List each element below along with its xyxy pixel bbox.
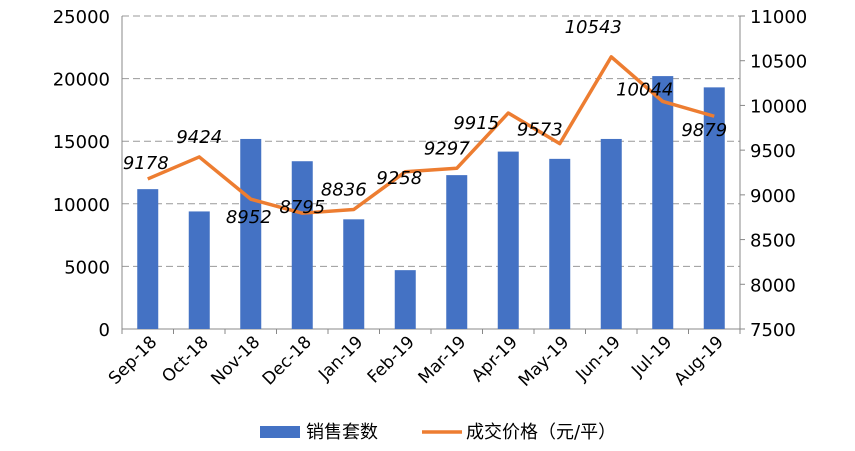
right-tick-label: 10000 xyxy=(750,96,807,117)
x-tick-label: May-19 xyxy=(515,332,573,390)
bar-Mar-19 xyxy=(446,175,468,329)
data-label: 10543 xyxy=(565,17,622,38)
data-label: 8952 xyxy=(226,207,272,228)
left-tick-label: 0 xyxy=(99,320,110,341)
bar-Oct-18 xyxy=(188,211,210,329)
right-tick-label: 10500 xyxy=(750,52,807,73)
data-label: 9915 xyxy=(453,113,499,134)
data-label: 9297 xyxy=(424,138,470,159)
left-tick-label: 10000 xyxy=(53,195,110,216)
bar-May-19 xyxy=(549,158,571,329)
legend-line-label: 成交价格（元/平） xyxy=(466,422,616,443)
x-tick-label: Sep-18 xyxy=(105,332,161,388)
right-tick-label: 11000 xyxy=(750,7,807,28)
bar-Jun-19 xyxy=(600,138,622,329)
bar-Aug-19 xyxy=(703,87,725,329)
data-label: 9258 xyxy=(376,168,422,189)
data-label: 9178 xyxy=(123,153,169,174)
x-tick-label: Jan-19 xyxy=(314,332,367,385)
bar-Sep-18 xyxy=(137,189,159,329)
legend-bar-label: 销售套数 xyxy=(306,422,378,443)
legend-bar-swatch xyxy=(260,426,300,438)
x-tick-label: Oct-18 xyxy=(158,332,213,387)
x-tick-label: Aug-19 xyxy=(671,332,728,389)
left-tick-label: 20000 xyxy=(53,70,110,91)
right-tick-label: 9000 xyxy=(750,186,796,207)
bar-Nov-18 xyxy=(240,138,262,329)
bar-Jan-19 xyxy=(343,219,365,329)
x-tick-label: Mar-19 xyxy=(415,332,471,388)
right-tick-label: 9500 xyxy=(750,141,796,162)
price-line xyxy=(147,55,715,215)
bar-Apr-19 xyxy=(497,151,519,329)
right-tick-label: 7500 xyxy=(750,320,796,341)
x-tick-label: Feb-19 xyxy=(364,332,419,387)
x-tick-label: Jul-19 xyxy=(627,332,676,381)
left-tick-label: 5000 xyxy=(64,257,110,278)
data-label: 9424 xyxy=(176,127,222,148)
x-tick-label: Apr-19 xyxy=(468,332,522,386)
x-tick-label: Dec-18 xyxy=(259,332,316,389)
bar-Feb-19 xyxy=(394,270,416,329)
left-tick-label: 25000 xyxy=(53,7,110,28)
data-label: 8836 xyxy=(321,180,367,201)
right-tick-label: 8500 xyxy=(750,231,796,252)
data-label: 9879 xyxy=(681,120,727,141)
bar-Dec-18 xyxy=(291,161,313,329)
x-tick-label: Nov-18 xyxy=(207,332,264,389)
left-tick-label: 15000 xyxy=(53,132,110,153)
data-label: 9573 xyxy=(517,120,563,141)
bar-Jul-19 xyxy=(652,76,674,329)
right-tick-label: 8000 xyxy=(750,275,796,296)
x-tick-label: Jun-19 xyxy=(572,332,625,385)
data-label: 8795 xyxy=(279,197,325,218)
data-label: 10044 xyxy=(616,79,673,100)
